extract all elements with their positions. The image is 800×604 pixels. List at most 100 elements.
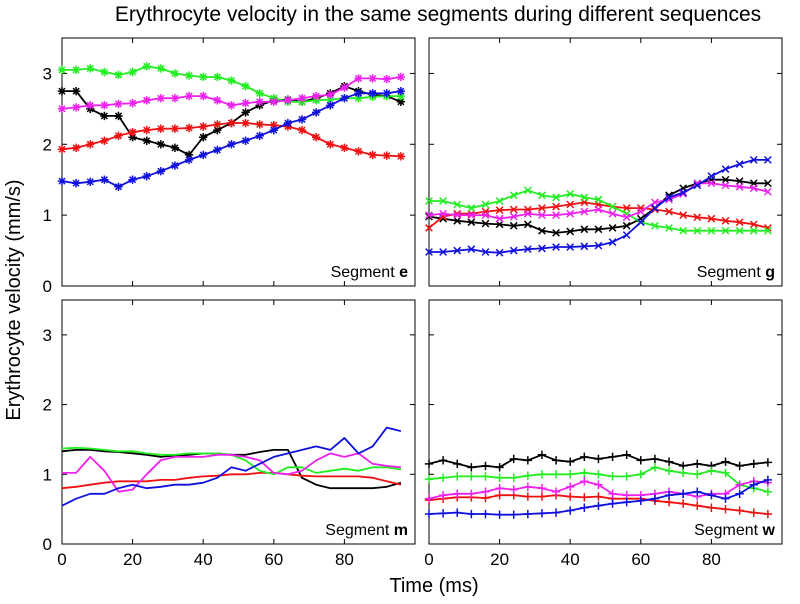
data-point (114, 182, 123, 191)
data-point (481, 472, 490, 481)
data-point (71, 143, 81, 153)
data-point (326, 140, 335, 149)
data-point (467, 472, 476, 481)
data-point (156, 64, 166, 73)
data-point (552, 193, 560, 202)
segment-label-prefix: Segment (697, 264, 765, 281)
data-point (566, 470, 575, 479)
data-point (100, 136, 109, 145)
data-point (199, 72, 208, 82)
data-point (213, 120, 222, 129)
data-point (340, 83, 349, 92)
data-point (594, 470, 603, 479)
data-point (693, 179, 702, 188)
data-point (184, 91, 194, 101)
data-point (693, 459, 702, 469)
data-point (594, 454, 603, 464)
data-point (128, 67, 137, 77)
data-point (693, 213, 702, 222)
data-point (382, 89, 391, 98)
data-point (495, 206, 504, 215)
y-tick-label: 0 (43, 535, 52, 554)
data-point (467, 509, 476, 519)
data-point (566, 457, 575, 466)
data-point (170, 94, 180, 103)
data-point (763, 475, 773, 485)
data-point (749, 226, 758, 235)
data-point (580, 503, 589, 512)
segment-label-letter: g (765, 264, 775, 281)
x-tick-label: 60 (264, 550, 283, 569)
data-point (580, 242, 589, 251)
series-line-red (61, 471, 402, 490)
panel-segment-g: Segment g (425, 37, 783, 287)
data-point (241, 136, 250, 145)
data-point (424, 474, 434, 484)
data-point (538, 211, 546, 220)
data-point (170, 143, 180, 153)
data-point (523, 186, 532, 195)
data-point (580, 452, 589, 462)
data-point (57, 145, 67, 154)
data-point (311, 108, 321, 117)
data-point (255, 131, 264, 140)
data-point (213, 125, 222, 135)
data-point (693, 470, 702, 479)
data-point (721, 216, 730, 225)
data-point (678, 489, 688, 499)
data-point (721, 494, 730, 503)
data-point (128, 98, 137, 108)
data-point (199, 91, 208, 101)
data-point (566, 492, 575, 501)
data-point (509, 221, 518, 230)
data-point (735, 177, 744, 186)
data-point (439, 209, 448, 218)
segment-label: Segment w (694, 522, 775, 539)
data-point (678, 468, 688, 478)
data-point (481, 248, 490, 256)
data-point (184, 123, 194, 133)
data-point (749, 220, 758, 229)
data-point (227, 118, 236, 128)
data-point (382, 151, 391, 160)
data-point (481, 200, 490, 209)
data-point (57, 104, 67, 114)
data-point (721, 457, 730, 466)
x-tick-label: 20 (490, 550, 509, 569)
data-point (721, 165, 730, 173)
data-point (523, 456, 533, 465)
x-tick-label: 40 (561, 550, 580, 569)
data-point (382, 74, 391, 84)
data-point (481, 211, 490, 220)
data-point (283, 96, 293, 105)
data-point (241, 81, 250, 91)
series-blue (424, 475, 773, 519)
data-point (509, 191, 518, 200)
data-point (424, 509, 434, 519)
y-tick-label: 1 (43, 206, 52, 225)
data-point (439, 197, 448, 205)
data-point (71, 65, 81, 75)
data-point (622, 204, 631, 212)
data-point (156, 140, 166, 149)
data-point (269, 125, 278, 135)
data-point (537, 470, 547, 479)
data-point (664, 491, 674, 500)
data-point (453, 489, 462, 499)
data-point (622, 231, 631, 239)
data-point (86, 101, 95, 110)
data-point (128, 175, 137, 184)
data-point (396, 152, 406, 161)
data-point (551, 508, 561, 517)
x-axis-label: Time (ms) (389, 575, 478, 597)
data-point (340, 143, 349, 153)
y-tick-label: 2 (43, 396, 52, 415)
data-point (608, 472, 617, 481)
data-point (213, 145, 222, 155)
data-point (608, 202, 617, 211)
data-point (707, 172, 716, 181)
data-point (100, 67, 109, 77)
data-point (735, 182, 744, 191)
x-tick-label: 60 (631, 550, 650, 569)
data-point (255, 120, 264, 129)
